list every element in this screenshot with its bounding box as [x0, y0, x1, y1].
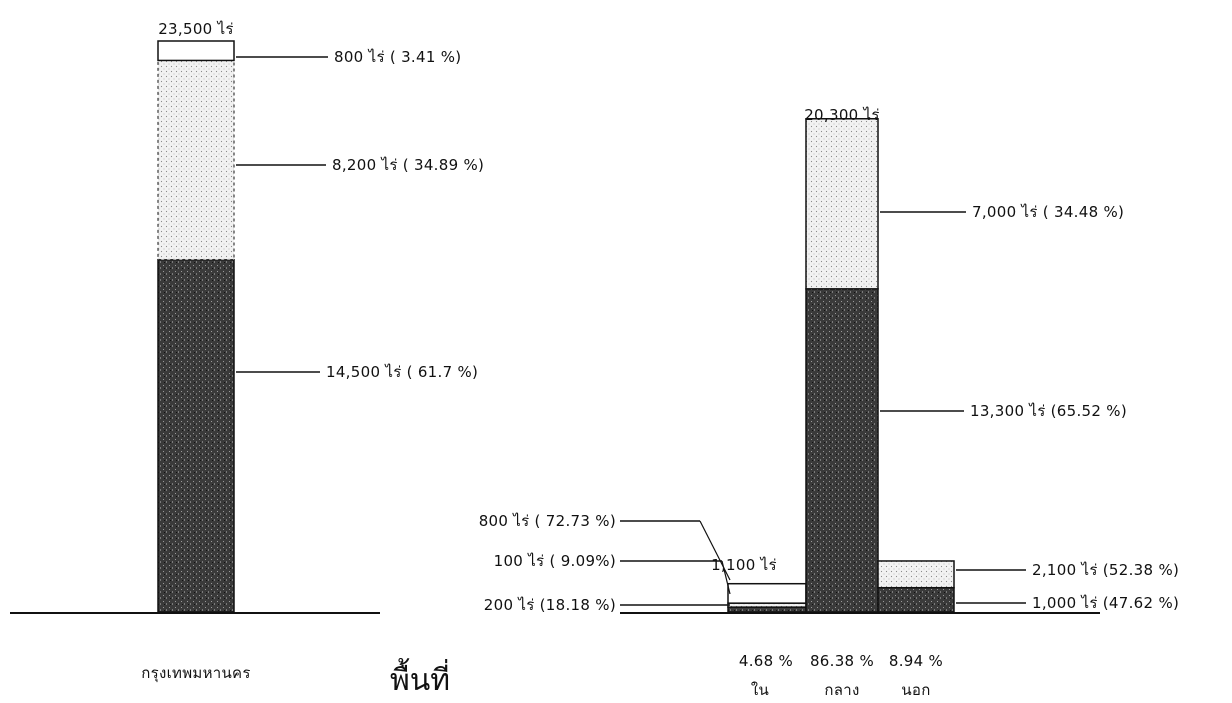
x-pct-middle: 86.38 % [810, 652, 874, 670]
segment-label-3-0: 1,000 ไร่ (47.62 %) [1032, 594, 1179, 612]
segment-label-2-1: 7,000 ไร่ ( 34.48 %) [972, 203, 1124, 221]
bar-segment-2-1 [805, 118, 879, 290]
group-label-area: พื้นที่ [390, 658, 450, 698]
segment-label-0-0: 14,500 ไร่ ( 61.7 %) [326, 363, 478, 381]
segment-label-1-0: 200 ไร่ (18.18 %) [484, 596, 616, 614]
bar-segment-0-1 [157, 59, 235, 261]
total-label-middle: 20,300 ไร่ [804, 106, 880, 124]
x-label-outer: นอก [901, 681, 930, 699]
total-label-bangkok: 23,500 ไร่ [158, 20, 234, 38]
x-label-bangkok: กรุงเทพมหานคร [141, 664, 251, 683]
x-label-inner: ใน [751, 681, 769, 699]
bar-segment-3-0 [877, 586, 955, 613]
segment-label-3-1: 2,100 ไร่ (52.38 %) [1032, 561, 1179, 579]
bar-segment-0-0 [157, 258, 235, 613]
leader-diag-1-2 [699, 520, 731, 581]
segment-label-0-1: 8,200 ไร่ ( 34.89 %) [332, 156, 484, 174]
bar-segment-0-2 [157, 40, 235, 62]
segment-label-0-2: 800 ไร่ ( 3.41 %) [334, 48, 461, 66]
total-label-inner: 1,100 ไร่ [711, 556, 777, 574]
bar-segment-1-2 [727, 582, 807, 604]
x-pct-outer: 8.94 % [889, 652, 943, 670]
segment-label-1-1: 100 ไร่ ( 9.09%) [494, 552, 616, 570]
bar-segment-2-0 [805, 288, 879, 613]
segment-label-1-2: 800 ไร่ ( 72.73 %) [479, 512, 616, 530]
bar-segment-3-1 [877, 560, 955, 589]
x-pct-inner: 4.68 % [739, 652, 793, 670]
x-label-middle: กลาง [824, 681, 859, 699]
segment-label-2-0: 13,300 ไร่ (65.52 %) [970, 402, 1127, 420]
